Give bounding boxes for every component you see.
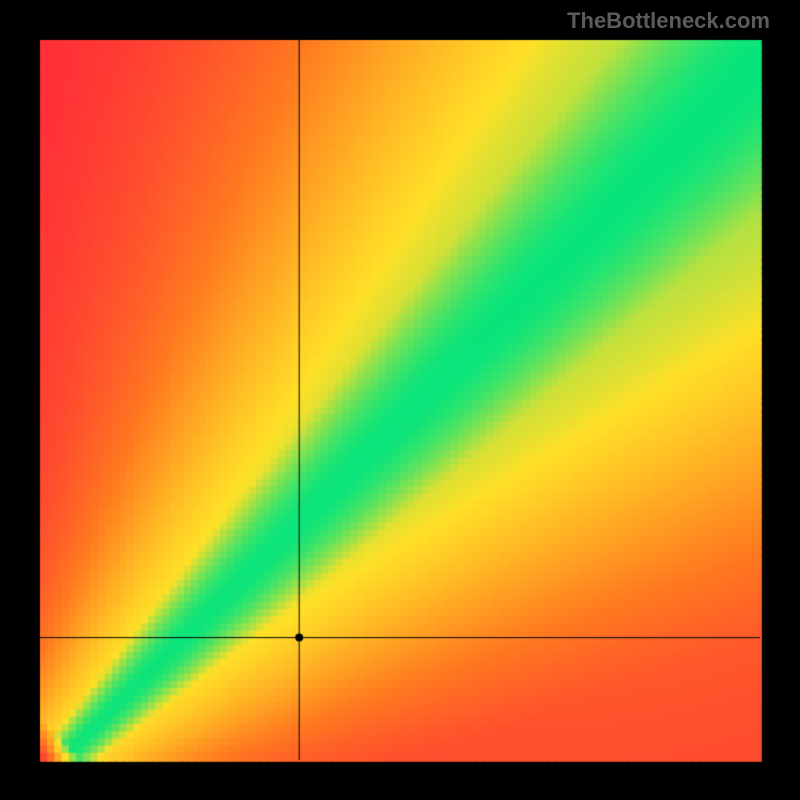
watermark-text: TheBottleneck.com: [567, 8, 770, 34]
chart-container: TheBottleneck.com: [0, 0, 800, 800]
bottleneck-heatmap: [0, 0, 800, 800]
